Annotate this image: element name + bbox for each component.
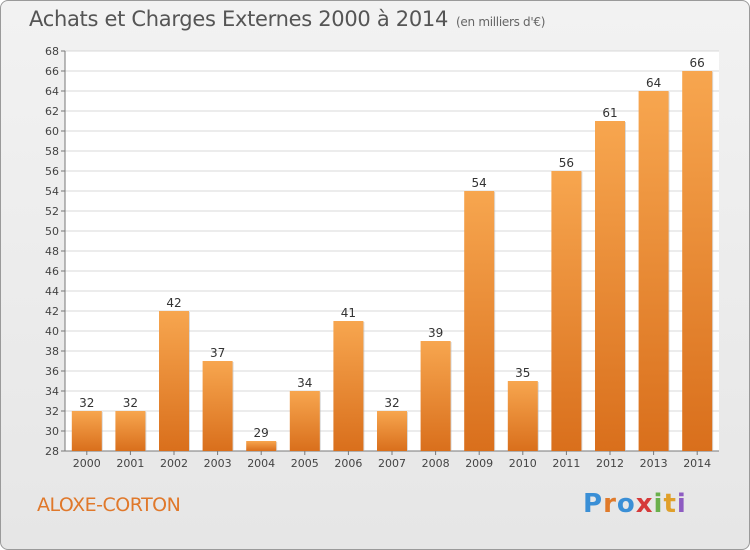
bar-value-label: 34 bbox=[297, 376, 312, 390]
y-tick-label: 38 bbox=[45, 345, 59, 358]
x-tick-label: 2008 bbox=[422, 457, 450, 470]
chart-title: Achats et Charges Externes 2000 à 2014 (e… bbox=[29, 7, 545, 31]
bar-value-label: 41 bbox=[341, 306, 356, 320]
y-tick-label: 32 bbox=[45, 405, 59, 418]
chart-subtitle: (en milliers d'€) bbox=[456, 15, 546, 29]
bar-value-label: 32 bbox=[79, 396, 94, 410]
bar bbox=[115, 411, 146, 451]
y-tick-label: 46 bbox=[45, 265, 59, 278]
y-tick-label: 60 bbox=[45, 125, 59, 138]
bar-value-label: 32 bbox=[123, 396, 138, 410]
x-tick-label: 2009 bbox=[465, 457, 493, 470]
proxiti-logo: Proxiti bbox=[583, 489, 687, 519]
bar-value-label: 35 bbox=[515, 366, 530, 380]
bar bbox=[71, 411, 102, 451]
bar bbox=[595, 121, 625, 451]
bar bbox=[377, 411, 407, 451]
bar-value-label: 32 bbox=[384, 396, 399, 410]
y-tick-label: 62 bbox=[45, 105, 59, 118]
y-tick-label: 56 bbox=[45, 165, 59, 178]
y-tick-label: 68 bbox=[45, 45, 59, 58]
logo-letter: r bbox=[603, 489, 617, 519]
y-tick-label: 64 bbox=[45, 85, 59, 98]
y-tick-label: 52 bbox=[45, 205, 59, 218]
y-tick-label: 34 bbox=[45, 385, 59, 398]
bar-value-label: 37 bbox=[210, 346, 225, 360]
title-text: Achats et Charges Externes 2000 à 2014 bbox=[29, 7, 449, 31]
logo-letter: t bbox=[663, 489, 677, 519]
x-tick-label: 2014 bbox=[683, 457, 711, 470]
y-tick-label: 42 bbox=[45, 305, 59, 318]
y-tick-label: 28 bbox=[45, 445, 59, 458]
logo-letter: x bbox=[635, 489, 654, 519]
x-tick-label: 2010 bbox=[509, 457, 537, 470]
x-tick-label: 2003 bbox=[204, 457, 232, 470]
bar-value-label: 66 bbox=[690, 56, 705, 70]
bar bbox=[333, 321, 364, 451]
bar bbox=[638, 91, 669, 451]
y-tick-label: 50 bbox=[45, 225, 59, 238]
x-tick-label: 2006 bbox=[334, 457, 362, 470]
bar bbox=[507, 381, 538, 451]
bar bbox=[246, 441, 277, 451]
bar-value-label: 56 bbox=[559, 156, 574, 170]
bar-value-label: 29 bbox=[254, 426, 269, 440]
x-tick-label: 2000 bbox=[73, 457, 101, 470]
bar-value-label: 61 bbox=[602, 106, 617, 120]
bar bbox=[159, 311, 189, 451]
bar bbox=[420, 341, 451, 451]
y-tick-label: 48 bbox=[45, 245, 59, 258]
y-tick-label: 30 bbox=[45, 425, 59, 438]
bar-value-label: 39 bbox=[428, 326, 443, 340]
y-tick-label: 40 bbox=[45, 325, 59, 338]
x-tick-label: 2012 bbox=[596, 457, 624, 470]
bar-value-label: 54 bbox=[472, 176, 487, 190]
x-tick-label: 2002 bbox=[160, 457, 188, 470]
x-tick-label: 2001 bbox=[116, 457, 144, 470]
y-tick-label: 44 bbox=[45, 285, 59, 298]
x-tick-label: 2004 bbox=[247, 457, 275, 470]
x-tick-label: 2013 bbox=[640, 457, 668, 470]
bar-value-label: 64 bbox=[646, 76, 661, 90]
x-tick-label: 2005 bbox=[291, 457, 319, 470]
logo-letter: P bbox=[583, 489, 604, 519]
logo-letter: o bbox=[616, 489, 636, 519]
y-tick-label: 66 bbox=[45, 65, 59, 78]
bar bbox=[551, 171, 582, 451]
x-tick-label: 2011 bbox=[552, 457, 580, 470]
x-tick-label: 2007 bbox=[378, 457, 406, 470]
logo-letter: i bbox=[653, 489, 664, 519]
y-tick-label: 58 bbox=[45, 145, 59, 158]
y-tick-label: 54 bbox=[45, 185, 59, 198]
bar bbox=[289, 391, 320, 451]
bar bbox=[682, 71, 713, 451]
bar bbox=[202, 361, 233, 451]
logo-letter: i bbox=[676, 489, 687, 519]
commune-name: ALOXE-CORTON bbox=[37, 494, 181, 516]
bar-value-label: 42 bbox=[166, 296, 181, 310]
y-tick-label: 36 bbox=[45, 365, 59, 378]
bar bbox=[464, 191, 495, 451]
